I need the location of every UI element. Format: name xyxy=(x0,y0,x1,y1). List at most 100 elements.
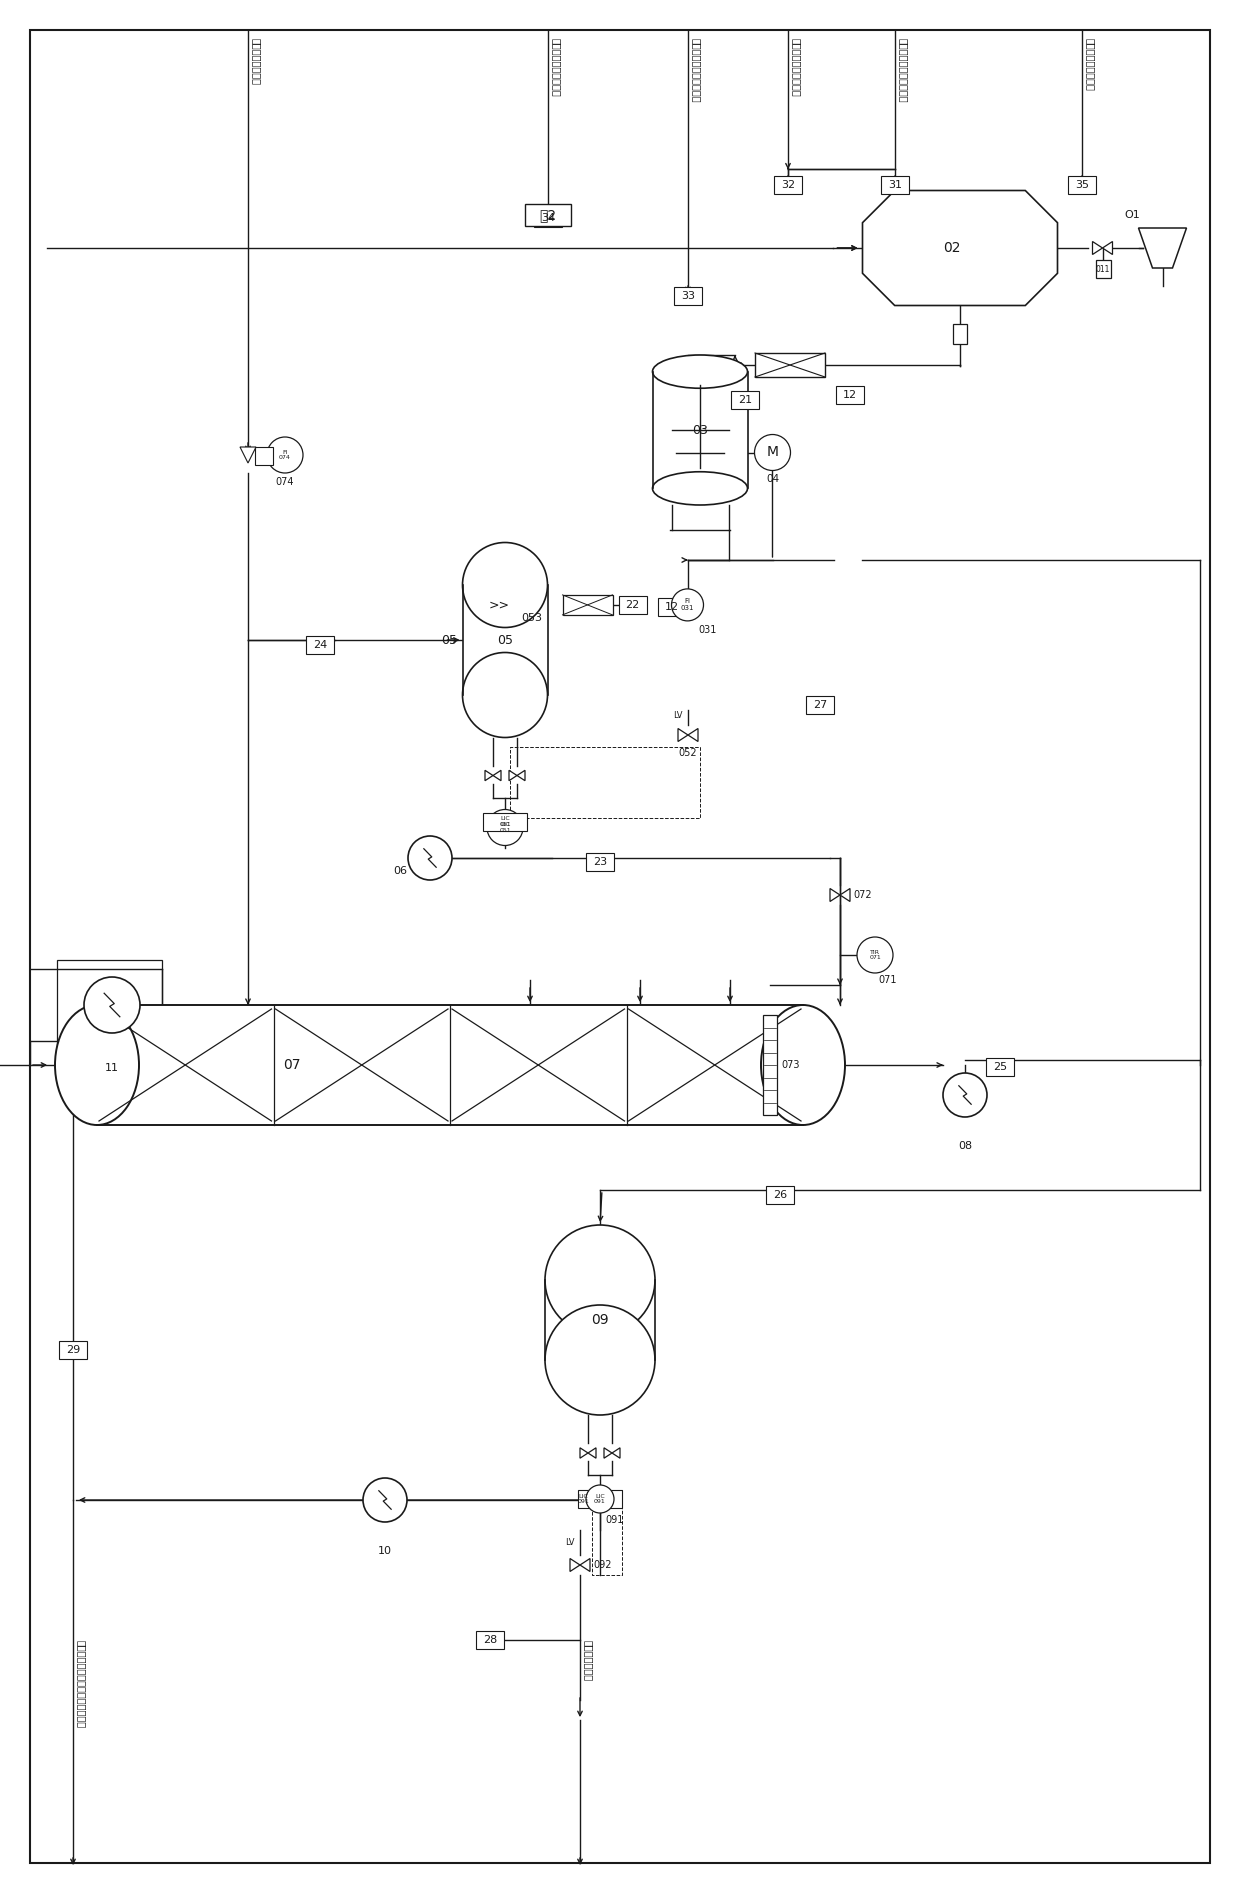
Polygon shape xyxy=(517,770,525,780)
Bar xyxy=(675,288,702,305)
Circle shape xyxy=(487,810,523,846)
Text: 尔日冷却精馏液回收总管: 尔日冷却精馏液回收总管 xyxy=(691,38,701,102)
Bar xyxy=(1095,259,1111,278)
Text: M: M xyxy=(766,445,779,460)
Bar xyxy=(619,596,646,613)
Text: >>: >> xyxy=(489,598,510,611)
Circle shape xyxy=(408,837,453,880)
Circle shape xyxy=(84,977,140,1034)
Circle shape xyxy=(942,1073,987,1117)
Text: 27: 27 xyxy=(813,700,827,710)
Text: FI
031: FI 031 xyxy=(681,598,694,611)
Text: 091: 091 xyxy=(605,1514,624,1526)
Polygon shape xyxy=(588,1448,596,1458)
Text: 26: 26 xyxy=(773,1191,787,1200)
Polygon shape xyxy=(839,888,849,901)
Bar xyxy=(97,1005,804,1124)
Text: 071: 071 xyxy=(878,975,897,984)
Bar xyxy=(463,585,548,695)
Text: 25: 25 xyxy=(993,1062,1007,1071)
Bar xyxy=(732,392,759,409)
Text: LIC
091: LIC 091 xyxy=(578,1494,590,1505)
Bar xyxy=(534,208,562,227)
Bar xyxy=(476,1632,503,1649)
Text: 12: 12 xyxy=(843,390,857,399)
Text: LIC
051: LIC 051 xyxy=(500,822,511,833)
Text: FI
074: FI 074 xyxy=(279,451,291,460)
Text: 074: 074 xyxy=(275,477,294,487)
Text: 32: 32 xyxy=(781,180,795,189)
Text: 31: 31 xyxy=(888,180,901,189)
Text: 氯化亚砂精馏余液去一期精馏装置: 氯化亚砂精馏余液去一期精馏装置 xyxy=(76,1639,86,1728)
Text: 073: 073 xyxy=(781,1060,800,1070)
Ellipse shape xyxy=(652,471,748,505)
Text: 33: 33 xyxy=(681,292,694,301)
Bar xyxy=(766,1187,794,1204)
Bar xyxy=(836,386,864,403)
Text: 尔日冷却精馏液回收总管: 尔日冷却精馏液回收总管 xyxy=(898,38,908,102)
Polygon shape xyxy=(508,770,517,780)
Text: TIR
071: TIR 071 xyxy=(869,950,880,960)
Text: LIC
051: LIC 051 xyxy=(500,816,511,827)
Polygon shape xyxy=(678,729,688,742)
Bar xyxy=(658,598,686,615)
Text: LV: LV xyxy=(565,1537,575,1547)
Bar xyxy=(306,636,334,653)
Text: 011: 011 xyxy=(1095,265,1110,273)
Text: 34: 34 xyxy=(541,214,556,223)
Text: 05: 05 xyxy=(441,634,458,647)
Text: 28: 28 xyxy=(482,1636,497,1645)
Text: 02: 02 xyxy=(944,240,961,256)
Text: 12: 12 xyxy=(665,602,680,611)
Polygon shape xyxy=(485,770,494,780)
Text: 031: 031 xyxy=(698,625,717,634)
Polygon shape xyxy=(604,1448,613,1458)
Text: 29: 29 xyxy=(66,1346,81,1355)
Polygon shape xyxy=(580,1448,588,1458)
Bar xyxy=(652,371,748,488)
Text: LV: LV xyxy=(673,712,683,719)
Bar xyxy=(57,960,162,1051)
Bar xyxy=(986,1058,1014,1075)
Polygon shape xyxy=(1138,227,1187,269)
Bar xyxy=(60,1340,87,1359)
Bar xyxy=(806,697,835,714)
Ellipse shape xyxy=(463,653,548,738)
Polygon shape xyxy=(494,770,501,780)
Ellipse shape xyxy=(55,1005,139,1124)
Text: 10: 10 xyxy=(378,1547,392,1556)
Text: 冷凝器循环水进水总管: 冷凝器循环水进水总管 xyxy=(551,38,560,97)
Bar xyxy=(755,352,825,377)
Text: 35: 35 xyxy=(1075,180,1089,189)
Polygon shape xyxy=(688,729,698,742)
Bar xyxy=(587,854,614,871)
Polygon shape xyxy=(570,1558,580,1571)
Text: 21: 21 xyxy=(738,396,753,405)
Ellipse shape xyxy=(546,1225,655,1335)
Bar xyxy=(546,1280,655,1359)
Bar xyxy=(880,176,909,193)
Text: 04: 04 xyxy=(766,475,779,485)
Text: 氯化亚砂精馏余液: 氯化亚砂精馏余液 xyxy=(250,38,260,85)
Bar xyxy=(954,324,967,343)
Text: 09: 09 xyxy=(591,1314,609,1327)
Polygon shape xyxy=(613,1448,620,1458)
Text: 06: 06 xyxy=(393,865,407,876)
Text: 去精馏一级精馏: 去精馏一级精馏 xyxy=(583,1639,593,1681)
Text: 092: 092 xyxy=(593,1560,611,1569)
Text: 23: 23 xyxy=(593,858,608,867)
Text: 主蒸汽加压气进装置: 主蒸汽加压气进装置 xyxy=(1085,38,1095,91)
Text: 03: 03 xyxy=(692,424,708,437)
Bar xyxy=(763,1015,777,1115)
Text: 11: 11 xyxy=(105,1064,119,1073)
Text: 05: 05 xyxy=(497,634,513,647)
Circle shape xyxy=(267,437,303,473)
Polygon shape xyxy=(1092,242,1102,254)
Bar xyxy=(1068,176,1096,193)
Text: O1: O1 xyxy=(1125,210,1141,220)
Bar xyxy=(255,447,273,466)
Text: 052: 052 xyxy=(678,748,697,757)
Circle shape xyxy=(363,1478,407,1522)
Circle shape xyxy=(754,435,791,471)
Text: 冷凝器循环水回水总管: 冷凝器循环水回水总管 xyxy=(791,38,801,97)
